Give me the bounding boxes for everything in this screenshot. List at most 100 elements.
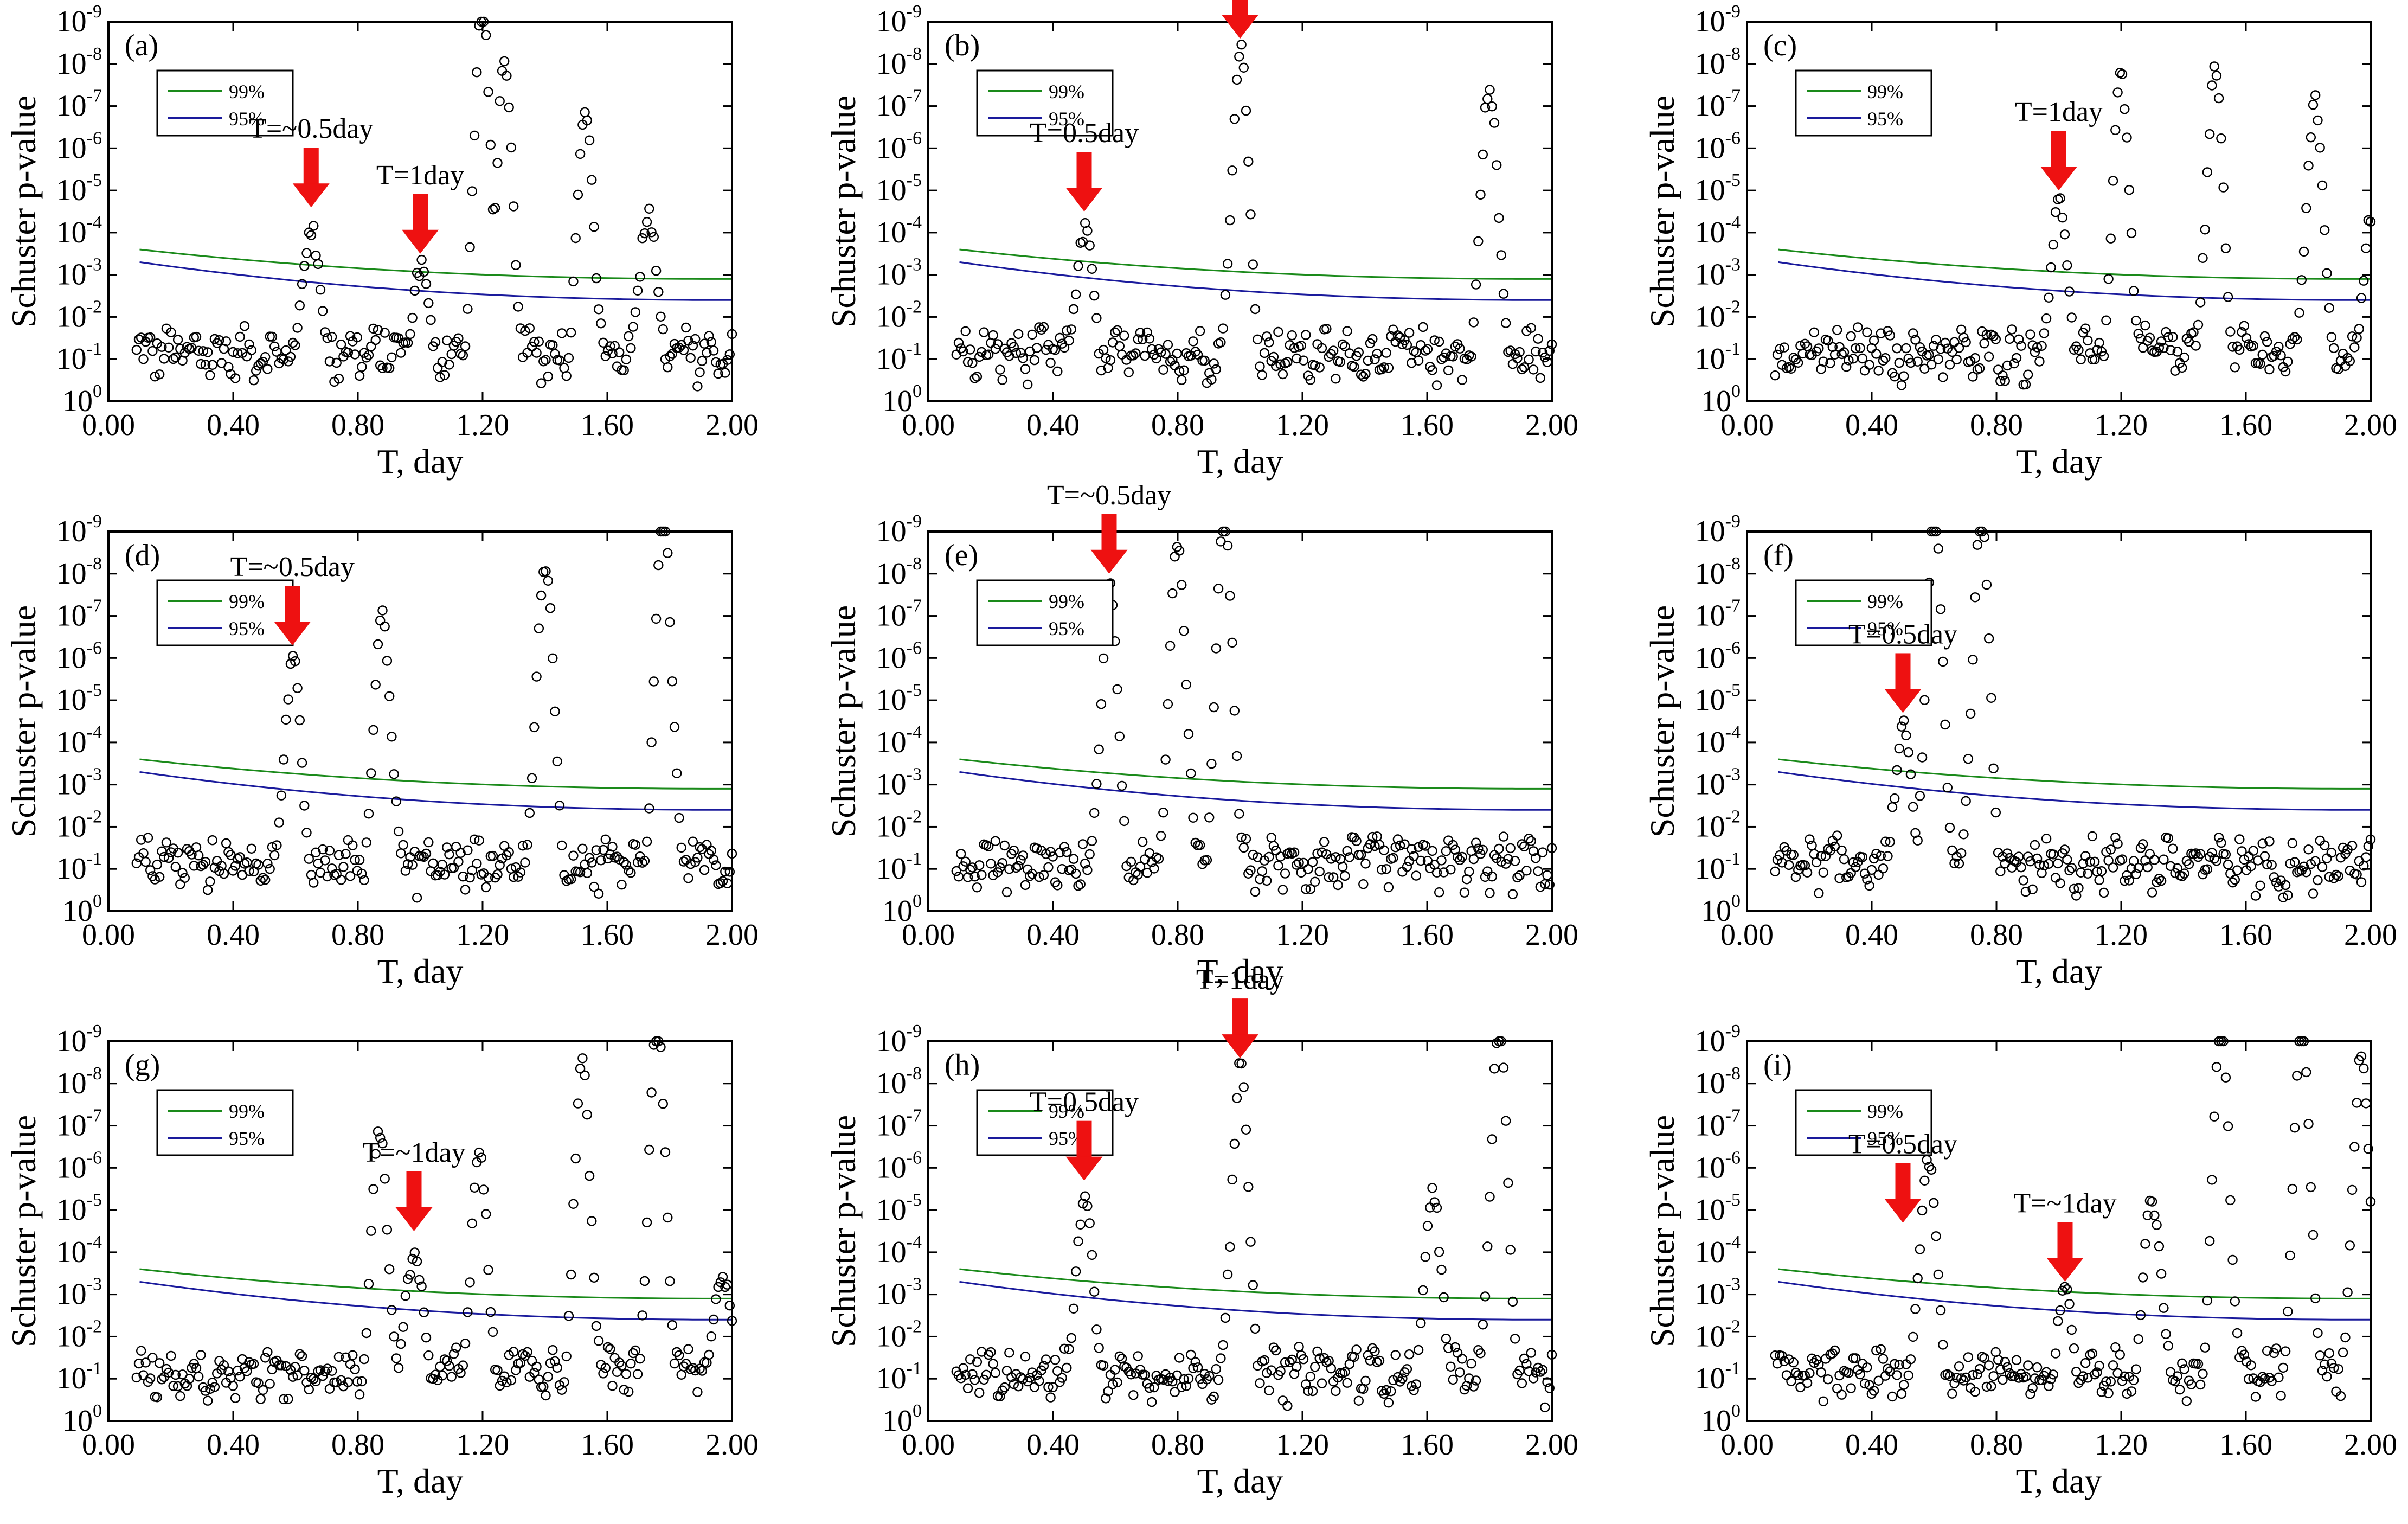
- data-point: [1257, 866, 1267, 876]
- legend-box: [156, 1089, 294, 1156]
- data-point: [605, 341, 615, 351]
- data-point: [1241, 1124, 1251, 1135]
- panel-label: (i): [1763, 1048, 1792, 1082]
- y-tick-label: 10-9: [876, 511, 922, 548]
- data-point: [1116, 349, 1127, 360]
- data-point: [2098, 887, 2109, 898]
- data-point: [1500, 859, 1511, 869]
- data-point: [448, 1349, 459, 1359]
- data-point: [435, 372, 445, 382]
- data-point: [1309, 360, 1320, 371]
- data-point: [262, 858, 273, 869]
- y-tick-label: 10-1: [56, 339, 102, 376]
- y-tick-label: 10-6: [1695, 1148, 1741, 1184]
- data-point: [2363, 841, 2373, 851]
- data-point: [1048, 1382, 1058, 1393]
- data-point: [1404, 856, 1415, 866]
- data-point: [398, 1322, 408, 1333]
- data-point: [2096, 866, 2107, 876]
- data-point: [2168, 332, 2178, 342]
- data-point: [2278, 1362, 2289, 1373]
- data-point: [1084, 1218, 1095, 1228]
- data-point: [1119, 330, 1129, 341]
- data-point: [724, 349, 735, 360]
- annotation-label: T=1day: [1196, 964, 1284, 995]
- data-point: [1177, 580, 1187, 590]
- data-point: [2283, 356, 2293, 367]
- data-point: [1163, 699, 1173, 709]
- data-point: [1452, 852, 1463, 862]
- data-point: [1797, 348, 1808, 359]
- data-point: [1988, 1371, 1999, 1381]
- data-point: [1786, 1376, 1796, 1386]
- data-point: [1137, 334, 1148, 344]
- y-tick-base: 10: [56, 1067, 87, 1100]
- data-point: [720, 866, 730, 877]
- annotation-label: T=0.5day: [1848, 619, 1957, 650]
- y-tick-base: 10: [1695, 300, 1725, 334]
- data-point: [384, 1264, 395, 1275]
- data-point: [1367, 1343, 1378, 1354]
- data-point: [1344, 348, 1355, 358]
- data-point: [2287, 1183, 2297, 1194]
- y-tick-exp: -7: [1725, 1106, 1741, 1126]
- data-point: [1496, 856, 1506, 867]
- data-point: [1190, 347, 1200, 357]
- data-point: [1512, 353, 1523, 363]
- plot-frame: [1746, 530, 2372, 912]
- data-point: [318, 844, 328, 855]
- data-point: [1998, 370, 2008, 381]
- data-point: [1064, 1344, 1074, 1354]
- data-point: [2039, 328, 2050, 338]
- y-tick-base: 10: [876, 599, 907, 633]
- data-point: [1420, 345, 1431, 356]
- x-tick-label: 0.80: [331, 918, 384, 952]
- y-tick-label: 10-5: [56, 680, 102, 717]
- data-point: [350, 1364, 360, 1374]
- data-point: [2324, 303, 2334, 313]
- data-point: [1805, 834, 1815, 844]
- data-point: [1478, 844, 1488, 855]
- y-tick-base: 10: [56, 131, 87, 165]
- data-point: [2009, 1371, 2019, 1381]
- data-point: [502, 1377, 512, 1388]
- panel-f: 10-910-810-710-610-510-410-310-210-11000…: [1643, 511, 2397, 990]
- data-point: [1070, 289, 1081, 299]
- data-point: [198, 346, 208, 356]
- data-point: [986, 1347, 996, 1357]
- data-point: [1255, 361, 1265, 372]
- y-tick-base: 10: [1695, 1024, 1725, 1058]
- data-point: [313, 259, 323, 270]
- data-point: [974, 351, 985, 362]
- data-point: [1471, 837, 1481, 848]
- data-point: [1942, 782, 1953, 793]
- data-point: [1779, 1356, 1789, 1366]
- y-tick-exp: -2: [1725, 806, 1741, 827]
- data-point: [1793, 357, 1803, 368]
- data-point: [1413, 355, 1424, 366]
- data-point: [1533, 866, 1543, 876]
- data-point: [1885, 330, 1896, 341]
- data-point: [1471, 279, 1481, 290]
- data-point: [1070, 1266, 1081, 1277]
- annotation-arrow: [1222, 998, 1258, 1059]
- data-point: [439, 869, 450, 880]
- data-point: [1186, 1349, 1196, 1360]
- data-point: [1270, 361, 1281, 372]
- arrow-shaft: [1895, 1163, 1911, 1201]
- data-point: [526, 773, 537, 784]
- data-point: [2359, 276, 2369, 286]
- y-axis-title: Schuster p-value: [824, 95, 863, 328]
- y-tick-base: 10: [1695, 1362, 1725, 1395]
- y-tick-label: 100: [62, 891, 102, 928]
- data-point: [1880, 836, 1891, 847]
- x-tick-label: 0.80: [331, 408, 384, 442]
- y-tick-exp: -1: [1725, 339, 1741, 359]
- y-tick-exp: -3: [1725, 1275, 1741, 1295]
- y-tick-base: 10: [1695, 1320, 1725, 1353]
- data-point: [1011, 348, 1022, 358]
- data-point: [2320, 1359, 2330, 1370]
- data-point: [969, 373, 980, 383]
- data-point: [577, 1053, 588, 1064]
- data-point: [345, 331, 356, 341]
